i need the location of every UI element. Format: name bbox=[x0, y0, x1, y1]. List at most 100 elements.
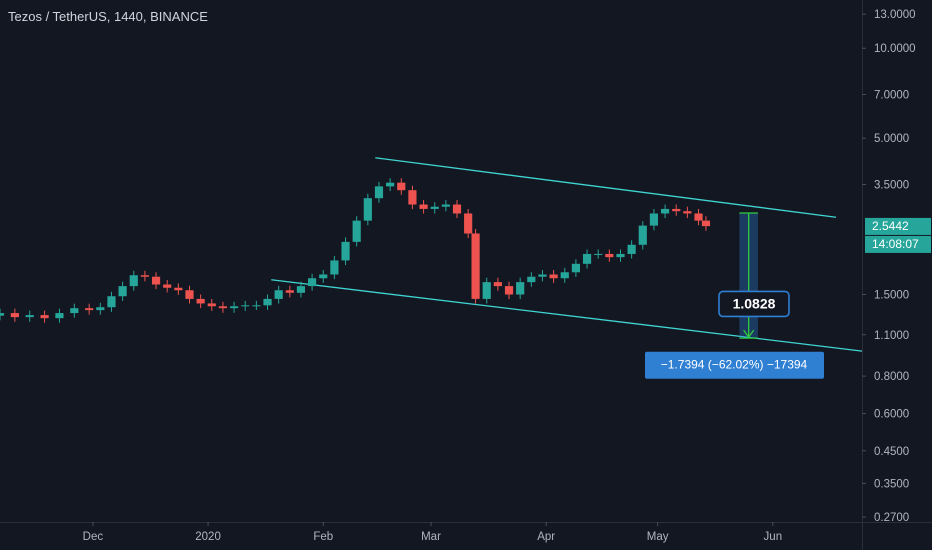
candle-body bbox=[55, 313, 64, 319]
price-tick-label: 0.3500 bbox=[874, 478, 909, 490]
time-axis[interactable]: Dec 2020 Feb Mar Apr May Jun bbox=[0, 522, 932, 543]
price-tick-label: 13.0000 bbox=[874, 9, 916, 21]
price-axis[interactable]: 13.0000 10.0000 7.0000 5.0000 3.5000 1.5000 1.… bbox=[862, 0, 916, 550]
price-tick-label: 7.0000 bbox=[874, 90, 909, 102]
candle-body bbox=[386, 182, 395, 187]
candle-body bbox=[649, 213, 659, 226]
candle-body bbox=[107, 296, 116, 308]
candle-body bbox=[296, 286, 306, 293]
annotation-value: 1.0828 bbox=[733, 295, 776, 311]
candle-body bbox=[0, 313, 5, 316]
candle-body bbox=[516, 282, 525, 295]
time-tick-label: Apr bbox=[537, 531, 555, 543]
candle-body bbox=[10, 313, 19, 318]
candle-body bbox=[363, 198, 372, 221]
candle-body bbox=[118, 286, 127, 297]
candle-body bbox=[252, 305, 261, 307]
candle-body bbox=[207, 303, 216, 307]
candle-body bbox=[151, 276, 161, 285]
candle-body bbox=[605, 253, 614, 258]
candle-body bbox=[341, 241, 350, 261]
candle-body bbox=[174, 287, 183, 291]
overlay-layer: 1.0828 −1.7394 (−62.02%) −17394 2.5442 14:0… bbox=[645, 217, 931, 379]
candle-body bbox=[330, 260, 339, 275]
candle-body bbox=[40, 315, 49, 319]
price-tick-label: 0.4500 bbox=[874, 446, 909, 458]
candle-body bbox=[701, 220, 711, 227]
candle-body bbox=[419, 204, 428, 209]
candles-layer bbox=[0, 178, 711, 323]
candle-body bbox=[594, 253, 603, 255]
price-tick-label: 0.6000 bbox=[874, 408, 909, 420]
candle-body bbox=[683, 211, 692, 214]
price-tick-label: 10.0000 bbox=[874, 43, 916, 55]
countdown-tag bbox=[865, 235, 931, 253]
candle-body bbox=[627, 244, 636, 254]
candle-body bbox=[263, 298, 272, 306]
time-tick-label: Dec bbox=[83, 531, 104, 543]
candle-body bbox=[70, 308, 79, 314]
candle-body bbox=[218, 306, 228, 309]
price-tick-label: 1.1000 bbox=[874, 330, 909, 342]
candle-body bbox=[672, 208, 681, 212]
candle-body bbox=[471, 233, 480, 299]
measurement-label: −1.7394 (−62.02%) −17394 bbox=[661, 358, 808, 372]
candle-body bbox=[25, 315, 34, 318]
candle-body bbox=[430, 206, 439, 209]
candle-body bbox=[441, 204, 450, 207]
candle-body bbox=[229, 306, 239, 309]
candle-body bbox=[549, 274, 558, 279]
measurement-label-box bbox=[645, 351, 824, 379]
candle-body bbox=[616, 253, 625, 258]
candle-body bbox=[504, 286, 514, 295]
candle-body bbox=[582, 253, 592, 264]
price-tick-label: 0.8000 bbox=[874, 371, 909, 383]
candle-body bbox=[196, 298, 205, 304]
time-tick-label: Jun bbox=[764, 531, 783, 543]
candle-body bbox=[408, 190, 417, 205]
candle-body bbox=[660, 208, 670, 214]
time-tick-label: May bbox=[647, 531, 669, 543]
channel-lower-line bbox=[271, 279, 863, 352]
symbol-title[interactable]: Tezos / TetherUS, 1440, BINANCE bbox=[8, 9, 208, 24]
candle-body bbox=[129, 275, 138, 287]
channel-upper-line bbox=[375, 157, 837, 218]
price-tick-label: 1.5000 bbox=[874, 290, 909, 302]
time-tick-label: Feb bbox=[313, 531, 333, 543]
candle-body bbox=[140, 275, 149, 277]
candle-body bbox=[374, 186, 384, 199]
candle-body bbox=[482, 282, 491, 299]
candle-body bbox=[493, 282, 502, 287]
time-tick-label: 2020 bbox=[195, 531, 221, 543]
price-tick-label: 5.0000 bbox=[874, 133, 909, 145]
candle-body bbox=[527, 276, 536, 283]
candle-body bbox=[352, 220, 361, 242]
annotation-box bbox=[718, 290, 790, 318]
candle-body bbox=[397, 182, 406, 191]
time-tick-label: Mar bbox=[421, 531, 441, 543]
candle-body bbox=[560, 272, 569, 279]
price-tick-label: 0.2700 bbox=[874, 512, 909, 524]
candle-body bbox=[308, 278, 317, 287]
price-tick-label: 3.5000 bbox=[874, 180, 909, 192]
last-price-value: 2.5442 bbox=[872, 219, 909, 233]
candle-body bbox=[285, 290, 294, 293]
candle-body bbox=[638, 225, 647, 245]
candle-body bbox=[452, 204, 462, 214]
candle-body bbox=[274, 290, 283, 299]
candle-body bbox=[319, 274, 328, 279]
candle-body bbox=[185, 290, 194, 299]
candle-body bbox=[85, 308, 94, 311]
candle-body bbox=[464, 213, 473, 234]
candle-body bbox=[694, 213, 703, 221]
candle-body bbox=[96, 307, 105, 311]
candle-body bbox=[241, 305, 250, 307]
candle-body bbox=[163, 284, 172, 288]
countdown-value: 14:08:07 bbox=[872, 237, 919, 251]
candle-body bbox=[538, 274, 547, 277]
last-price-tag bbox=[865, 217, 931, 235]
candle-body bbox=[571, 263, 580, 273]
price-range-arrow-head bbox=[743, 329, 755, 339]
